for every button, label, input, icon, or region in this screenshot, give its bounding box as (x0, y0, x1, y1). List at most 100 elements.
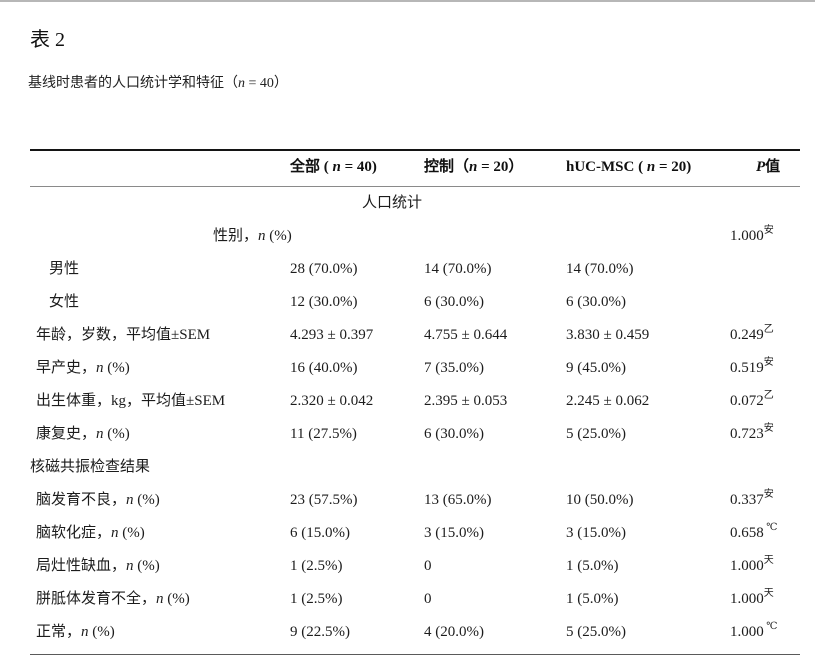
value-cell-all: 23 (57.5%) (290, 492, 358, 508)
value-cell-all: 11 (27.5%) (290, 426, 357, 442)
table-row: 局灶性缺血，n (%) 1 (2.5%) 0 1 (5.0%) 1.000天 (30, 550, 800, 583)
value-cell-hucmsc: 6 (30.0%) (566, 294, 626, 310)
value-cell-hucmsc: 1 (5.0%) (566, 591, 619, 607)
table-row: 早产史，n (%) 16 (40.0%) 7 (35.0%) 9 (45.0%) 0.5… (30, 352, 800, 385)
italic-n: n (469, 159, 478, 175)
value-cell-control: 6 (30.0%) (424, 294, 484, 310)
value-cell-all: 9 (22.5%) (290, 624, 350, 640)
table-row: 脑发育不良，n (%) 23 (57.5%) 13 (65.0%) 10 (50.0%… (30, 484, 800, 517)
row-label-cell: 局灶性缺血，n (%) (30, 550, 290, 583)
value-cell-control: 4.755 ± 0.644 (424, 327, 508, 343)
header-col-control: 控制（n = 20） (424, 159, 524, 175)
document-page: 表 2 基线时患者的人口统计学和特征（n = 40） 全部 ( n = 40) … (0, 2, 815, 655)
section-header-row: 核磁共振检查结果 (30, 451, 800, 484)
row-label-cell: 年龄，岁数，平均值±SEM (30, 319, 290, 352)
label-text: 男性 (49, 261, 80, 277)
value-cell-hucmsc: 2.245 ± 0.062 (566, 393, 650, 409)
value-cell-hucmsc: 3.830 ± 0.459 (566, 327, 650, 343)
label-text: 脑发育不良， (36, 492, 127, 508)
label-text-end: (%) (103, 426, 130, 442)
value-cell-hucmsc: 5 (25.0%) (566, 624, 626, 640)
header-col-all: 全部 ( n = 40) (290, 159, 377, 175)
row-label-cell: 脑软化症，n (%) (30, 517, 290, 550)
p-value-cell: 1.000 ℃ (730, 616, 800, 649)
value-cell-control: 2.395 ± 0.053 (424, 393, 508, 409)
p-value-cell: 0.337安 (730, 484, 800, 517)
value-cell-hucmsc: 9 (45.0%) (566, 360, 626, 376)
p-value: 1.000 (730, 228, 764, 244)
value-cell-all: 1 (2.5%) (290, 591, 343, 607)
value-cell-all: 28 (70.0%) (290, 261, 358, 277)
p-superscript: ℃ (763, 621, 778, 632)
value-cell-control: 7 (35.0%) (424, 360, 484, 376)
table-row: 男性 28 (70.0%) 14 (70.0%) 14 (70.0%) (30, 253, 800, 286)
row-label-cell: 出生体重，kg，平均值±SEM (30, 385, 290, 418)
label-text: 出生体重，kg，平均值±SEM (36, 393, 226, 409)
p-superscript: 天 (763, 555, 774, 566)
value-cell-control: 6 (30.0%) (424, 426, 484, 442)
p-value: 1.000 (730, 558, 764, 574)
p-value: 0.658 (730, 525, 764, 541)
label-italic-n: n (126, 558, 134, 574)
p-value: 0.723 (730, 426, 764, 442)
value-cell-control: 0 (424, 558, 432, 574)
value-cell-control: 3 (15.0%) (424, 525, 484, 541)
label-text-end: (%) (133, 558, 160, 574)
value-cell-all: 1 (2.5%) (290, 558, 343, 574)
label-text-end: (%) (265, 228, 292, 244)
label-text: 正常， (36, 624, 82, 640)
p-value: 1.000 (730, 624, 764, 640)
p-value-cell (730, 253, 800, 286)
table-row: 性别，n (%) 1.000安 (30, 220, 800, 253)
label-italic-n: n (96, 360, 104, 376)
label-text: 核磁共振检查结果 (30, 459, 151, 475)
table-row: 正常，n (%) 9 (22.5%) 4 (20.0%) 5 (25.0%) 1.000… (30, 616, 800, 649)
p-value-cell: 0.519安 (730, 352, 800, 385)
label-text: 胼胝体发育不全， (36, 591, 157, 607)
p-value: 0.249 (730, 327, 764, 343)
p-superscript: 安 (763, 357, 774, 368)
p-superscript: 天 (763, 588, 774, 599)
label-italic-n: n (111, 525, 119, 541)
p-superscript: 安 (763, 489, 774, 500)
p-superscript: 安 (763, 225, 774, 236)
p-value: 0.519 (730, 360, 764, 376)
p-value-cell: 1.000安 (730, 220, 800, 253)
label-text-end: (%) (103, 360, 130, 376)
baseline-characteristics-table: 全部 ( n = 40) 控制（n = 20） hUC-MSC ( n = 20… (30, 149, 800, 655)
label-italic-n: n (156, 591, 164, 607)
p-superscript: ℃ (763, 522, 778, 533)
empty-cell (566, 220, 730, 253)
header-col-hucmsc: hUC-MSC ( n = 20) (566, 159, 692, 175)
section-header-row: 人口统计 (30, 187, 800, 220)
value-cell-all: 16 (40.0%) (290, 360, 358, 376)
table-row: 年龄，岁数，平均值±SEM 4.293 ± 0.397 4.755 ± 0.644 3… (30, 319, 800, 352)
subtitle-text: 基线时患者的人口统计学和特征（ (28, 76, 238, 91)
p-value-cell: 1.000天 (730, 583, 800, 616)
header-col-pvalue: P值 (756, 159, 781, 175)
row-label-cell: 性别，n (%) (30, 220, 566, 253)
label-text-end: (%) (133, 492, 160, 508)
p-value-cell: 1.000天 (730, 550, 800, 583)
page-top-border (0, 0, 815, 2)
row-label-cell: 康复史，n (%) (30, 418, 290, 451)
label-italic-n: n (126, 492, 134, 508)
section-header-label: 核磁共振检查结果 (30, 451, 290, 484)
table-row: 胼胝体发育不全，n (%) 1 (2.5%) 0 1 (5.0%) 1.000天 (30, 583, 800, 616)
table-header-row: 全部 ( n = 40) 控制（n = 20） hUC-MSC ( n = 20… (30, 151, 800, 187)
subtitle-italic-n: n (238, 76, 245, 91)
value-cell-hucmsc: 5 (25.0%) (566, 426, 626, 442)
table-title: 表 2 (30, 29, 65, 51)
value-cell-hucmsc: 14 (70.0%) (566, 261, 634, 277)
p-value-cell (730, 286, 800, 319)
p-value-cell: 0.658 ℃ (730, 517, 800, 550)
table-row: 脑软化症，n (%) 6 (15.0%) 3 (15.0%) 3 (15.0%) 0.6… (30, 517, 800, 550)
label-text: 早产史， (36, 360, 97, 376)
label-text-end: (%) (163, 591, 190, 607)
value-cell-all: 4.293 ± 0.397 (290, 327, 374, 343)
italic-n: n (646, 159, 656, 175)
p-superscript: 乙 (763, 324, 774, 335)
label-text: 女性 (49, 294, 80, 310)
p-value-cell: 0.723安 (730, 418, 800, 451)
subtitle-text-end: = 40） (245, 76, 288, 91)
